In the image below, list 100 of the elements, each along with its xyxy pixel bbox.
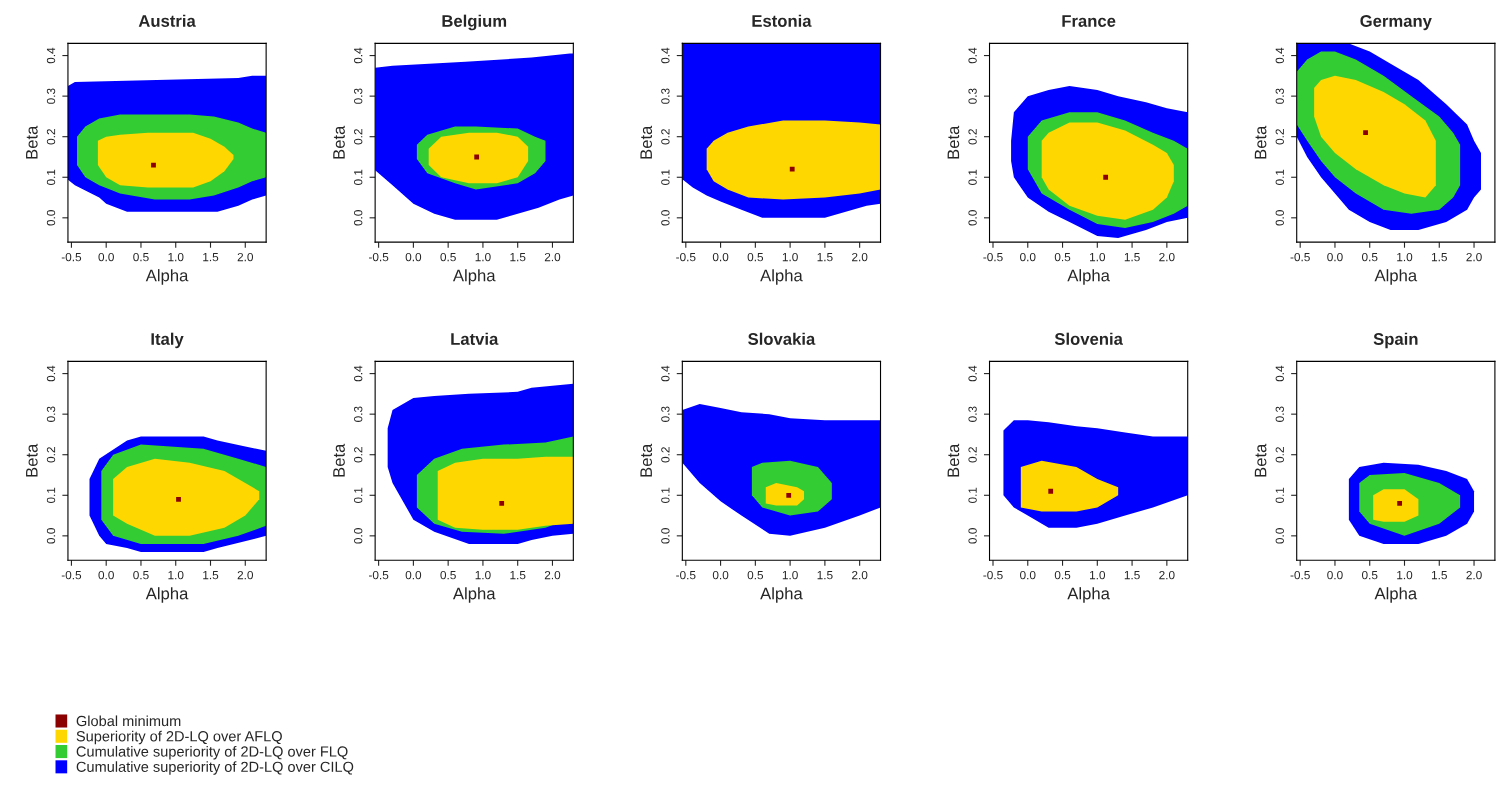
x-tick-label: 0.0 bbox=[712, 252, 729, 262]
y-tick-label: 0.1 bbox=[661, 169, 670, 185]
legend-label: Cumulative superiority of 2D-LQ over FLQ bbox=[76, 745, 348, 760]
y-tick-label: 0.0 bbox=[1275, 528, 1284, 544]
y-tick-label: 0.3 bbox=[661, 406, 670, 422]
x-tick-label: 1.0 bbox=[782, 252, 798, 262]
x-tick-label: 1.5 bbox=[1431, 571, 1447, 580]
x-tick-label: 1.0 bbox=[782, 570, 798, 580]
y-tick-label: 0.4 bbox=[46, 47, 56, 64]
y-tick-label: 0.1 bbox=[46, 487, 56, 504]
x-tick-label: 0.0 bbox=[1327, 570, 1343, 580]
x-tick-label: 1.0 bbox=[168, 570, 184, 580]
y-tick-label: 0.4 bbox=[1275, 47, 1284, 64]
y-tick-label: 0.0 bbox=[354, 210, 363, 226]
y-tick-label: 0.4 bbox=[1275, 365, 1284, 382]
x-tick-label: 2.0 bbox=[544, 570, 561, 580]
y-tick-label: 0.4 bbox=[661, 47, 670, 64]
x-tick-label: -0.5 bbox=[983, 252, 1003, 262]
y-tick-label: 0.1 bbox=[46, 169, 56, 185]
y-axis-title: Beta bbox=[333, 125, 345, 159]
y-tick-label: 0.2 bbox=[354, 129, 363, 145]
x-tick-label: 1.5 bbox=[510, 253, 526, 262]
y-tick-label: 0.0 bbox=[661, 210, 670, 226]
y-tick-label: 0.2 bbox=[1275, 447, 1284, 463]
y-axis-title: Beta bbox=[640, 125, 653, 159]
chart-title: France bbox=[1062, 15, 1116, 27]
y-tick-label: 0.1 bbox=[968, 487, 977, 504]
x-tick-label: 0.0 bbox=[405, 252, 422, 262]
x-tick-label: -0.5 bbox=[676, 570, 696, 580]
y-tick-label: 0.4 bbox=[354, 47, 363, 64]
x-tick-label: 0.5 bbox=[440, 570, 456, 580]
y-tick-label: 0.4 bbox=[46, 365, 56, 382]
y-tick-label: 0.2 bbox=[46, 447, 56, 463]
x-tick-label: -0.5 bbox=[983, 570, 1003, 580]
x-tick-label: -0.5 bbox=[368, 570, 389, 580]
x-tick-label: -0.5 bbox=[1290, 252, 1310, 262]
y-tick-label: 0.2 bbox=[968, 129, 977, 145]
y-axis-title: Beta bbox=[1254, 443, 1267, 477]
x-tick-label: 2.0 bbox=[852, 570, 868, 580]
x-tick-label: -0.5 bbox=[676, 252, 696, 262]
x-tick-label: -0.5 bbox=[61, 252, 82, 262]
x-tick-label: 1.5 bbox=[1124, 571, 1140, 580]
x-tick-label: 1.5 bbox=[1431, 253, 1447, 262]
y-tick-label: 0.4 bbox=[661, 365, 670, 382]
y-tick-label: 0.2 bbox=[46, 129, 56, 145]
x-tick-label: 0.0 bbox=[712, 570, 729, 580]
legend-label: Cumulative superiority of 2D-LQ over CILQ bbox=[76, 761, 354, 775]
x-tick-label: -0.5 bbox=[61, 570, 82, 580]
y-tick-label: 0.3 bbox=[46, 406, 56, 422]
chart-title: Slovenia bbox=[1054, 332, 1123, 345]
y-tick-label: 0.3 bbox=[46, 88, 56, 104]
y-tick-label: 0.4 bbox=[968, 365, 977, 382]
x-tick-label: 2.0 bbox=[544, 252, 561, 262]
chart-title: Slovakia bbox=[748, 332, 816, 345]
x-tick-label: 0.0 bbox=[1020, 570, 1036, 580]
x-axis-title: Alpha bbox=[145, 587, 189, 603]
x-axis-title: Alpha bbox=[452, 269, 496, 285]
y-tick-label: 0.0 bbox=[354, 528, 363, 544]
chart-title: Estonia bbox=[752, 14, 812, 27]
y-tick-label: 0.2 bbox=[968, 447, 977, 463]
y-tick-label: 0.3 bbox=[968, 88, 977, 104]
x-tick-label: 1.0 bbox=[1397, 252, 1413, 262]
legend-label: Superiority of 2D-LQ over AFLQ bbox=[76, 730, 282, 745]
x-axis-title: Alpha bbox=[1067, 269, 1110, 285]
y-axis-title: Beta bbox=[26, 125, 38, 159]
x-tick-label: 1.0 bbox=[1090, 570, 1106, 580]
x-axis-title: Alpha bbox=[760, 587, 803, 603]
y-tick-label: 0.1 bbox=[1275, 487, 1284, 504]
y-axis-title: Beta bbox=[1254, 125, 1267, 159]
x-axis-title: Alpha bbox=[145, 269, 189, 285]
y-axis-title: Beta bbox=[947, 443, 960, 477]
x-tick-label: 1.0 bbox=[168, 252, 184, 262]
chart-title: Latvia bbox=[451, 332, 499, 345]
x-tick-label: 2.0 bbox=[852, 252, 868, 262]
x-tick-label: 0.0 bbox=[1327, 252, 1343, 262]
y-axis-title: Beta bbox=[26, 443, 38, 477]
chart-title: Belgium bbox=[442, 14, 507, 31]
x-tick-label: 1.0 bbox=[475, 252, 491, 262]
x-tick-label: 0.5 bbox=[1054, 570, 1071, 580]
y-tick-label: 0.4 bbox=[354, 365, 363, 382]
chart-title: Spain bbox=[1373, 332, 1418, 349]
x-tick-label: 0.0 bbox=[98, 252, 114, 262]
legend-label: Global minimum bbox=[76, 715, 181, 727]
x-tick-label: 1.5 bbox=[203, 253, 219, 262]
x-tick-label: 0.5 bbox=[747, 252, 764, 262]
chart-title: Austria bbox=[138, 14, 196, 27]
y-tick-label: 0.1 bbox=[1275, 169, 1284, 185]
x-axis-title: Alpha bbox=[1374, 587, 1418, 603]
x-tick-label: 2.0 bbox=[237, 252, 254, 262]
y-tick-label: 0.2 bbox=[661, 447, 670, 463]
x-axis-title: Alpha bbox=[1067, 587, 1110, 603]
y-tick-label: 0.0 bbox=[46, 210, 56, 226]
x-tick-label: 1.5 bbox=[203, 571, 219, 580]
y-tick-label: 0.3 bbox=[968, 406, 977, 422]
y-tick-label: 0.3 bbox=[1275, 406, 1284, 422]
y-tick-label: 0.0 bbox=[968, 210, 977, 226]
y-tick-label: 0.3 bbox=[1275, 88, 1284, 104]
y-axis-title: Beta bbox=[640, 443, 653, 477]
y-tick-label: 0.2 bbox=[661, 129, 670, 145]
x-tick-label: 1.5 bbox=[817, 571, 833, 580]
